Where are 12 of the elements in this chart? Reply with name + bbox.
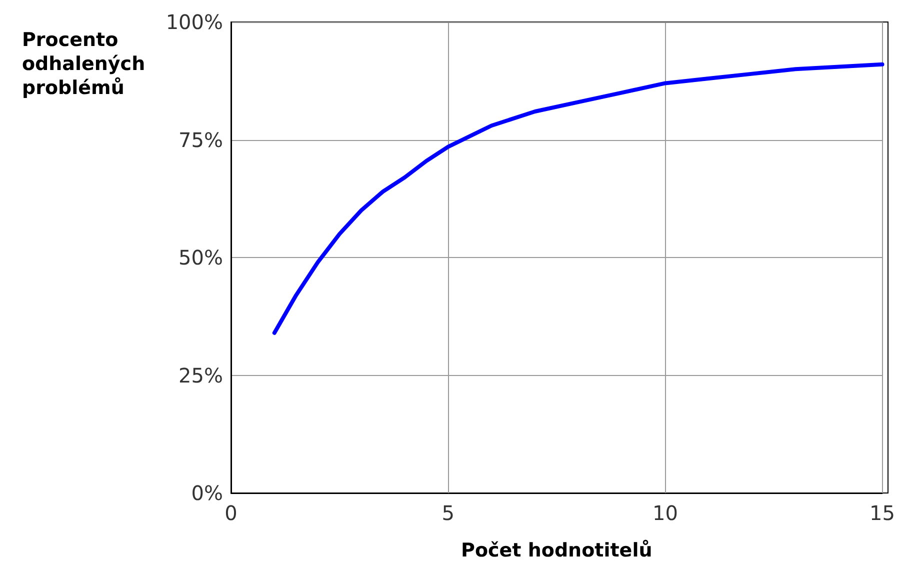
y-tick-label: 25% xyxy=(178,363,223,388)
y-tick-label: 100% xyxy=(166,10,223,34)
y-tick-label: 50% xyxy=(178,246,223,270)
x-tick-label: 15 xyxy=(870,501,895,525)
y-tick-label: 75% xyxy=(178,128,223,152)
x-tick-label: 10 xyxy=(652,501,678,525)
line-series xyxy=(272,62,884,335)
x-tick-label: 5 xyxy=(442,501,454,525)
x-axis-title: Počet hodnotitelů xyxy=(461,540,652,562)
y-axis-title: Procento odhalených problémů xyxy=(22,29,146,99)
x-tick-label: 0 xyxy=(224,501,238,525)
y-tick-label: 0% xyxy=(191,481,223,505)
